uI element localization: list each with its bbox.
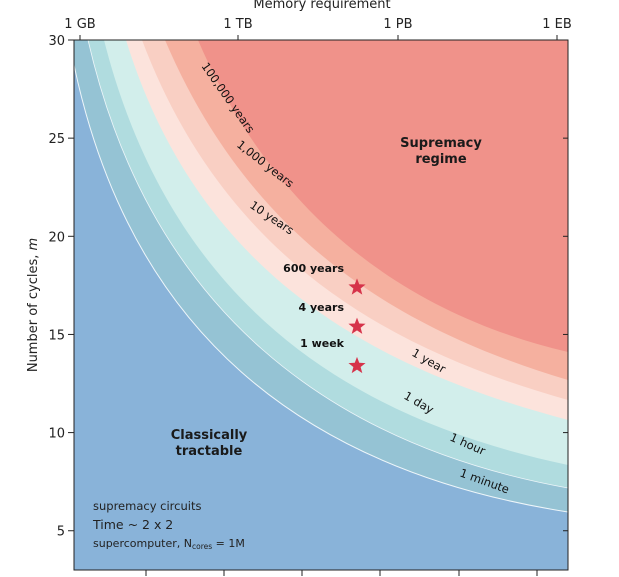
bottom-ticks [145,570,538,576]
supremacy-label-line1: Supremacy [400,136,482,151]
boundary-1-hour [87,40,568,489]
classical-label-line2: tractable [176,444,243,459]
top-tick-label-1tb: 1 TB [223,17,252,32]
supremacy-label-line2: regime [415,152,467,167]
note-line3-main: supercomputer, N [93,537,192,550]
y-tick-label-25: 25 [48,132,65,147]
y-tick-label-15: 15 [48,328,65,343]
top-tick-label-1gb: 1 GB [64,17,95,32]
plot-area [74,40,568,570]
point-label-600-years: 600 years [283,262,344,275]
y-axis-title-main: Number of cycles, [26,251,41,373]
classical-label-line1: Classically [171,428,248,443]
band-100000-years [198,40,568,352]
y-tick-label-20: 20 [48,230,65,245]
right-ticks [563,39,568,532]
top-ticks: 1 GB 1 TB 1 PB 1 EB [64,17,572,40]
note-line3: supercomputer, Ncores = 1M [93,537,245,551]
note-line3-sub: cores [192,542,212,551]
note-line3-end: = 1M [212,537,245,550]
boundary-1-minute [74,64,568,513]
y-axis-title: Number of cycles, m [26,238,41,372]
points-layer [348,278,366,374]
note-line1: supremacy circuits [93,499,201,513]
top-axis-title: Memory requirement [253,0,390,12]
point-label-1-week: 1 week [300,337,345,350]
star-point-2 [348,356,366,374]
y-ticks: 5 10 15 20 25 30 [48,34,74,540]
plot-frame [73,39,569,571]
y-tick-label-30: 30 [48,34,65,49]
note-line2: Time ~ 2 x 2 [92,517,173,532]
y-tick-label-5: 5 [57,525,65,540]
top-tick-label-1pb: 1 PB [383,17,412,32]
top-tick-label-1eb: 1 EB [542,17,572,32]
star-point-1 [348,317,366,334]
star-point-0 [348,278,366,295]
point-label-4-years: 4 years [298,301,344,314]
y-tick-label-10: 10 [48,427,65,442]
y-axis-title-var: m [26,238,41,251]
